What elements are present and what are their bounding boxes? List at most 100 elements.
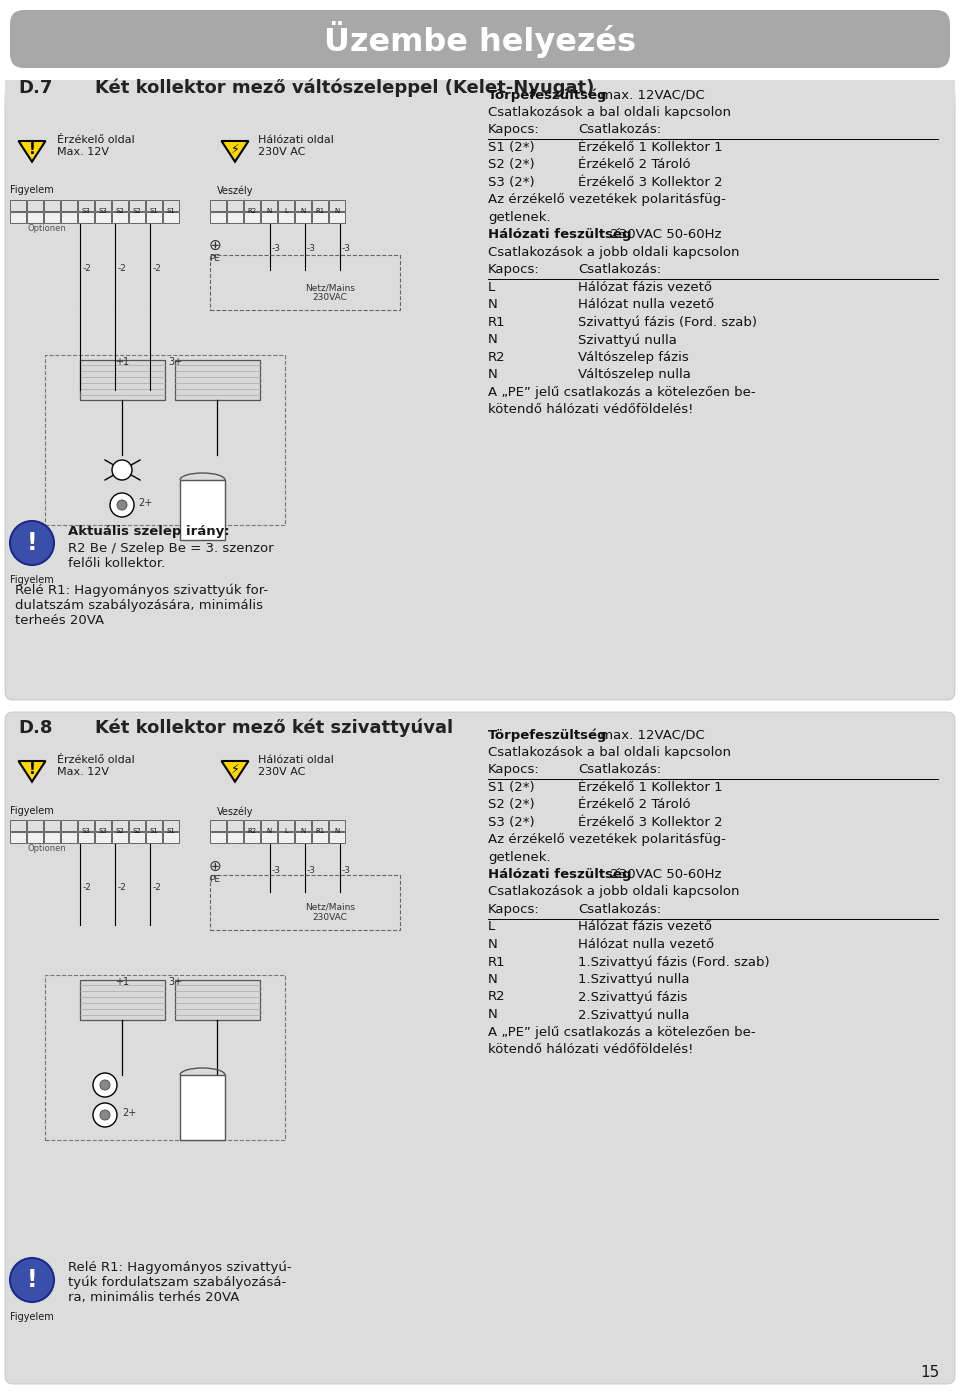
Bar: [261, 820, 277, 831]
Bar: [163, 832, 179, 843]
Bar: [295, 199, 311, 210]
Text: R1: R1: [316, 828, 324, 834]
Text: -2: -2: [118, 884, 127, 892]
Text: -3: -3: [272, 244, 281, 252]
Bar: [112, 820, 128, 831]
Text: Figyelem: Figyelem: [11, 806, 54, 815]
Text: Érzékelő 1 Kollektor 1: Érzékelő 1 Kollektor 1: [578, 141, 723, 153]
Bar: [295, 820, 311, 831]
Polygon shape: [222, 141, 249, 162]
Text: +1: +1: [115, 977, 129, 987]
Text: Csatlakozások a bal oldali kapcsolon: Csatlakozások a bal oldali kapcsolon: [488, 746, 731, 758]
Bar: [163, 199, 179, 210]
Text: 230VAC 50-60Hz: 230VAC 50-60Hz: [606, 229, 722, 241]
Text: S2 (2*): S2 (2*): [488, 158, 535, 171]
Bar: [261, 832, 277, 843]
Text: 1.Szivattyú nulla: 1.Szivattyú nulla: [578, 973, 689, 987]
Bar: [112, 199, 128, 210]
Text: -3: -3: [307, 866, 316, 874]
Text: Optionen: Optionen: [28, 224, 67, 233]
Polygon shape: [18, 141, 45, 162]
Text: Szivattyú nulla: Szivattyú nulla: [578, 333, 677, 347]
Bar: [44, 820, 60, 831]
Bar: [61, 820, 77, 831]
Text: Kapocs:: Kapocs:: [488, 123, 540, 137]
Text: R2: R2: [488, 991, 506, 1004]
Bar: [78, 199, 94, 210]
Text: S2: S2: [132, 208, 141, 215]
Bar: [210, 832, 226, 843]
Bar: [27, 212, 43, 223]
Circle shape: [93, 1073, 117, 1097]
Text: S3: S3: [99, 208, 108, 215]
Bar: [129, 199, 145, 210]
Bar: [278, 832, 294, 843]
Text: Kapocs:: Kapocs:: [488, 763, 540, 776]
Text: Váltószelep nulla: Váltószelep nulla: [578, 368, 691, 381]
Bar: [10, 199, 26, 210]
Text: Érzékelő 2 Tároló: Érzékelő 2 Tároló: [578, 158, 690, 171]
Text: PE: PE: [209, 874, 221, 884]
Circle shape: [110, 493, 134, 517]
Text: kötendő hálózati védőföldelés!: kötendő hálózati védőföldelés!: [488, 1043, 693, 1057]
Text: N: N: [488, 333, 497, 346]
Text: Az érzékelő vezetékek polaritásfüg-: Az érzékelő vezetékek polaritásfüg-: [488, 834, 726, 846]
Bar: [329, 832, 345, 843]
Text: Netz/Mains
230VAC: Netz/Mains 230VAC: [305, 903, 355, 923]
Text: Hálózat nulla vezető: Hálózat nulla vezető: [578, 298, 714, 311]
Text: getlenek.: getlenek.: [488, 850, 551, 863]
Bar: [278, 820, 294, 831]
Bar: [210, 820, 226, 831]
Bar: [10, 820, 26, 831]
Bar: [27, 199, 43, 210]
Bar: [80, 980, 165, 1020]
Bar: [210, 875, 400, 930]
Bar: [61, 212, 77, 223]
Text: Csatlakozás:: Csatlakozás:: [578, 903, 661, 916]
Text: 2.Szivattyú fázis: 2.Szivattyú fázis: [578, 991, 687, 1004]
Text: 2.Szivattyú nulla: 2.Szivattyú nulla: [578, 1008, 689, 1022]
Circle shape: [100, 1110, 110, 1119]
Text: Két kollektor mező váltószeleppel (Kelet-Nyugat): Két kollektor mező váltószeleppel (Kelet…: [95, 78, 594, 98]
Text: Csatlakozás:: Csatlakozás:: [578, 763, 661, 776]
Bar: [261, 212, 277, 223]
Text: ⊕: ⊕: [208, 237, 222, 252]
Text: -2: -2: [83, 884, 92, 892]
Text: -3: -3: [272, 866, 281, 874]
Text: S3: S3: [82, 208, 90, 215]
Bar: [227, 212, 243, 223]
Bar: [227, 199, 243, 210]
Bar: [5, 79, 955, 106]
Text: +1: +1: [115, 357, 129, 367]
Text: PE: PE: [209, 254, 221, 262]
FancyBboxPatch shape: [5, 712, 955, 1384]
Bar: [44, 199, 60, 210]
Text: !: !: [29, 142, 36, 156]
Text: Netz/Mains
230VAC: Netz/Mains 230VAC: [305, 283, 355, 302]
Polygon shape: [222, 761, 249, 782]
Bar: [210, 255, 400, 309]
Bar: [329, 820, 345, 831]
Text: 1.Szivattyú fázis (Ford. szab): 1.Szivattyú fázis (Ford. szab): [578, 955, 770, 969]
Bar: [146, 832, 162, 843]
Text: Váltószelep fázis: Váltószelep fázis: [578, 350, 688, 364]
Text: -2: -2: [153, 884, 162, 892]
Text: Törpefeszültség: Törpefeszültség: [488, 88, 608, 102]
Text: Érzékelő oldal
Max. 12V: Érzékelő oldal Max. 12V: [57, 135, 134, 156]
Text: R2: R2: [248, 208, 256, 215]
Text: Kapocs:: Kapocs:: [488, 903, 540, 916]
Text: Csatlakozások a jobb oldali kapcsolon: Csatlakozások a jobb oldali kapcsolon: [488, 245, 739, 258]
Text: -2: -2: [83, 263, 92, 272]
Text: Kapocs:: Kapocs:: [488, 263, 540, 276]
Text: Törpefeszültség: Törpefeszültség: [488, 728, 608, 742]
Text: R1: R1: [488, 955, 506, 969]
Text: S2: S2: [132, 828, 141, 834]
Text: N: N: [488, 298, 497, 311]
Bar: [244, 832, 260, 843]
Bar: [312, 212, 328, 223]
Text: kötendő hálózati védőföldelés!: kötendő hálózati védőföldelés!: [488, 403, 693, 415]
Text: R1: R1: [488, 315, 506, 329]
Text: 3+: 3+: [168, 357, 182, 367]
Text: N: N: [266, 208, 272, 215]
Bar: [95, 212, 111, 223]
